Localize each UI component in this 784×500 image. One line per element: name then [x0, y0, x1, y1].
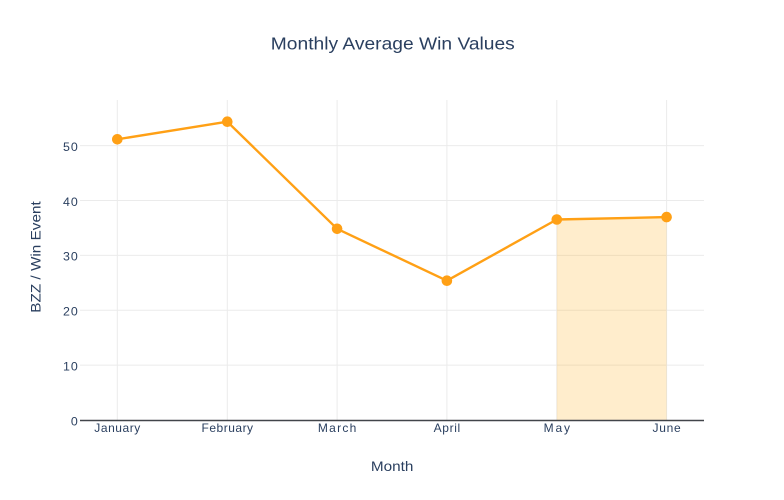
svg-text:10: 10 — [63, 359, 78, 373]
svg-text:Month: Month — [371, 459, 414, 474]
svg-text:Monthly Average Win Values: Monthly Average Win Values — [271, 35, 515, 54]
svg-text:50: 50 — [63, 140, 78, 154]
svg-text:20: 20 — [63, 305, 78, 319]
svg-text:30: 30 — [63, 250, 78, 264]
svg-text:40: 40 — [63, 195, 78, 209]
svg-text:BZZ / Win Event: BZZ / Win Event — [28, 201, 44, 313]
svg-text:January: January — [94, 421, 140, 435]
svg-text:March: March — [318, 421, 357, 435]
svg-text:May: May — [544, 421, 570, 435]
svg-text:April: April — [434, 421, 461, 435]
svg-text:0: 0 — [71, 414, 78, 428]
svg-text:June: June — [652, 421, 681, 435]
svg-text:February: February — [202, 421, 253, 435]
